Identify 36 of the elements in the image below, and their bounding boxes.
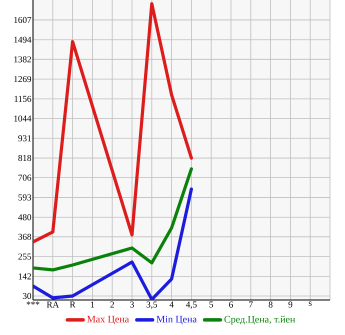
x-tick-label: 7 (249, 302, 253, 308)
y-tick-label: 255 (18, 254, 32, 260)
x-tick-label: 8 (268, 302, 273, 308)
y-tick-label: 1494 (14, 36, 32, 43)
x-tick-label: R (70, 302, 76, 308)
y-tick-label: 368 (18, 234, 32, 240)
x-tick-label: 6 (229, 302, 233, 308)
y-tick-label: 1269 (14, 76, 32, 82)
y-tick-label: 931 (18, 135, 31, 142)
y-tick-label: 818 (18, 155, 32, 162)
x-tick-label: *** (26, 302, 40, 305)
line-series (33, 187, 194, 300)
x-tick-label: 2 (110, 302, 114, 308)
y-tick-label: 142 (18, 273, 31, 280)
legend-label: Сред.Цена, т.йен (224, 316, 296, 325)
y-tick-label: 480 (18, 214, 32, 220)
y-tick-label: 1156 (14, 96, 32, 102)
x-tick-label: 4 (170, 302, 174, 308)
line-series (33, 2, 194, 244)
y-tick-label: 706 (18, 174, 32, 181)
y-tick-label: 30 (22, 292, 32, 300)
y-tick-label: 593 (18, 194, 32, 200)
x-tick-label: 3 (130, 302, 134, 308)
line-series (33, 167, 194, 272)
y-tick-label: 1607 (14, 16, 32, 23)
x-tick-label: 4,5 (186, 302, 197, 309)
y-tick-label: 1382 (14, 56, 31, 62)
x-tick-label: 3,5 (146, 302, 158, 309)
y-tick-label: 1044 (14, 115, 32, 122)
x-tick-label: 1 (90, 302, 94, 308)
x-tick-label: s (308, 302, 312, 306)
legend-label: Min Цена (156, 316, 197, 325)
x-tick-label: 5 (209, 302, 214, 308)
legend-label: Max Цена (87, 316, 129, 325)
x-tick-label: 9 (288, 302, 292, 308)
x-tick-label: RA (46, 302, 59, 308)
